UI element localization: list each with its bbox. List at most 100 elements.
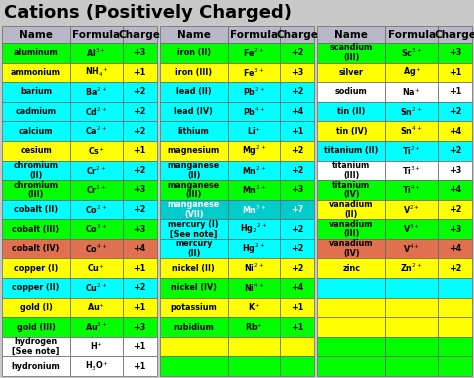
Bar xyxy=(317,278,385,297)
Bar xyxy=(385,63,438,82)
Bar xyxy=(123,297,157,317)
Text: vanadium
(IV): vanadium (IV) xyxy=(329,239,374,258)
Bar xyxy=(70,200,123,219)
Text: V$^{4+}$: V$^{4+}$ xyxy=(403,242,420,255)
Text: +1: +1 xyxy=(291,303,303,312)
Bar xyxy=(280,180,314,200)
Bar xyxy=(2,63,70,82)
Bar xyxy=(70,356,123,376)
Text: Ni$^{2+}$: Ni$^{2+}$ xyxy=(244,262,264,274)
Text: V$^{2+}$: V$^{2+}$ xyxy=(403,203,420,216)
Bar xyxy=(123,337,157,356)
Text: +3: +3 xyxy=(134,48,146,57)
Text: H$^{+}$: H$^{+}$ xyxy=(90,341,103,352)
Bar xyxy=(70,317,123,337)
Text: Cs$^{+}$: Cs$^{+}$ xyxy=(88,145,105,156)
Bar xyxy=(280,200,314,219)
Bar xyxy=(123,259,157,278)
Bar xyxy=(438,141,472,161)
Bar xyxy=(160,63,228,82)
Bar xyxy=(438,278,472,297)
Bar xyxy=(123,141,157,161)
Text: Formula: Formula xyxy=(388,29,436,39)
Bar xyxy=(385,219,438,239)
Text: barium: barium xyxy=(20,87,52,96)
Text: potassium: potassium xyxy=(170,303,217,312)
Bar xyxy=(160,43,228,63)
Bar xyxy=(317,63,385,82)
Bar xyxy=(385,317,438,337)
Bar xyxy=(385,161,438,180)
Bar xyxy=(228,63,280,82)
Text: +1: +1 xyxy=(134,146,146,155)
Bar xyxy=(70,259,123,278)
Text: Charge: Charge xyxy=(434,29,474,39)
Text: +1: +1 xyxy=(134,342,146,351)
Text: +1: +1 xyxy=(134,362,146,371)
Text: +2: +2 xyxy=(134,127,146,136)
Bar xyxy=(317,356,385,376)
Text: Ni$^{4+}$: Ni$^{4+}$ xyxy=(244,282,264,294)
Text: manganese
(II): manganese (II) xyxy=(168,161,220,180)
Text: copper (I): copper (I) xyxy=(14,264,58,273)
Text: Au$^{3+}$: Au$^{3+}$ xyxy=(85,321,108,333)
Bar xyxy=(280,161,314,180)
Bar xyxy=(228,278,280,297)
Bar xyxy=(280,356,314,376)
Text: hydrogen
[See note]: hydrogen [See note] xyxy=(12,337,60,356)
Bar xyxy=(123,219,157,239)
Bar xyxy=(228,43,280,63)
Bar xyxy=(2,200,70,219)
Text: +1: +1 xyxy=(134,303,146,312)
Text: magnesium: magnesium xyxy=(168,146,220,155)
Bar xyxy=(280,278,314,297)
Text: +1: +1 xyxy=(291,322,303,332)
Bar xyxy=(123,317,157,337)
Bar xyxy=(160,82,228,102)
Text: Pb$^{4+}$: Pb$^{4+}$ xyxy=(243,105,265,118)
Bar xyxy=(317,43,385,63)
Text: +2: +2 xyxy=(134,107,146,116)
Bar xyxy=(438,297,472,317)
Text: vanadium
(II): vanadium (II) xyxy=(329,200,374,219)
Text: chromium
(III): chromium (III) xyxy=(14,181,58,199)
Bar xyxy=(2,317,70,337)
Bar xyxy=(70,121,123,141)
Bar xyxy=(280,121,314,141)
Bar xyxy=(280,259,314,278)
Text: +7: +7 xyxy=(291,205,303,214)
Text: Ti$^{4+}$: Ti$^{4+}$ xyxy=(402,184,421,196)
Text: Mn$^{7+}$: Mn$^{7+}$ xyxy=(242,203,266,216)
Text: +3: +3 xyxy=(291,68,303,77)
Bar xyxy=(280,63,314,82)
Bar xyxy=(70,337,123,356)
Bar xyxy=(70,219,123,239)
Text: Co$^{3+}$: Co$^{3+}$ xyxy=(85,223,108,235)
Text: +2: +2 xyxy=(449,264,461,273)
Text: titanium
(IV): titanium (IV) xyxy=(332,181,371,199)
Text: gold (I): gold (I) xyxy=(19,303,53,312)
Text: copper (II): copper (II) xyxy=(12,284,60,292)
Text: +3: +3 xyxy=(291,186,303,194)
Bar xyxy=(438,82,472,102)
Bar xyxy=(70,239,123,259)
Bar xyxy=(280,317,314,337)
Text: Rb$^{+}$: Rb$^{+}$ xyxy=(245,321,263,333)
Text: hydronium: hydronium xyxy=(12,362,60,371)
Bar xyxy=(123,278,157,297)
Bar xyxy=(280,102,314,121)
Text: mercury (I)
[See note]: mercury (I) [See note] xyxy=(168,220,219,239)
Bar xyxy=(70,161,123,180)
Text: +3: +3 xyxy=(134,322,146,332)
Bar xyxy=(438,356,472,376)
Bar xyxy=(438,161,472,180)
Text: Ca$^{2+}$: Ca$^{2+}$ xyxy=(85,125,108,137)
Bar xyxy=(385,82,438,102)
Text: lead (II): lead (II) xyxy=(176,87,211,96)
Bar xyxy=(438,200,472,219)
Bar xyxy=(317,200,385,219)
Bar xyxy=(123,180,157,200)
Text: +1: +1 xyxy=(134,264,146,273)
Bar xyxy=(438,102,472,121)
Bar xyxy=(228,121,280,141)
